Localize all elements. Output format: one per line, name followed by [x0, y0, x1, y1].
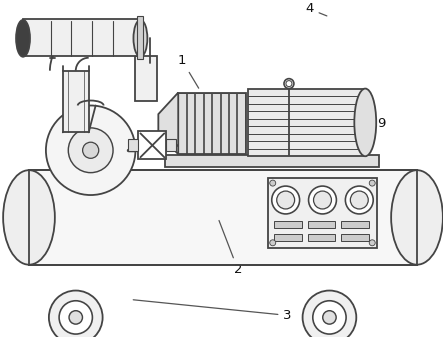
- Bar: [138, 16, 143, 59]
- Circle shape: [83, 142, 99, 158]
- Circle shape: [286, 81, 292, 87]
- Circle shape: [46, 105, 135, 195]
- Circle shape: [302, 291, 356, 338]
- Bar: [139, 131, 166, 159]
- Bar: [29, 170, 417, 265]
- Ellipse shape: [16, 20, 30, 57]
- Circle shape: [59, 301, 92, 334]
- Circle shape: [369, 240, 375, 246]
- Ellipse shape: [134, 20, 147, 57]
- Ellipse shape: [354, 89, 376, 156]
- Circle shape: [323, 311, 336, 324]
- Circle shape: [270, 180, 276, 186]
- Bar: [229, 93, 236, 154]
- Circle shape: [272, 186, 300, 214]
- Circle shape: [309, 186, 337, 214]
- Bar: [268, 178, 377, 248]
- Bar: [204, 93, 211, 154]
- Circle shape: [68, 128, 113, 173]
- Bar: [195, 93, 202, 154]
- Bar: [178, 93, 186, 154]
- Bar: [186, 93, 194, 154]
- Bar: [166, 139, 176, 151]
- Bar: [341, 221, 369, 228]
- Circle shape: [313, 301, 346, 334]
- Circle shape: [345, 186, 373, 214]
- Bar: [308, 234, 335, 241]
- Bar: [23, 19, 140, 56]
- Bar: [128, 139, 139, 151]
- Text: 4: 4: [305, 2, 327, 16]
- Bar: [274, 234, 301, 241]
- Circle shape: [270, 240, 276, 246]
- Text: 1: 1: [178, 54, 198, 88]
- Text: 2: 2: [219, 220, 242, 276]
- Text: 8: 8: [340, 140, 361, 155]
- Bar: [212, 93, 219, 154]
- Bar: [178, 93, 246, 154]
- Circle shape: [69, 311, 83, 324]
- Text: 7: 7: [297, 127, 324, 149]
- Bar: [63, 71, 89, 132]
- Bar: [135, 56, 157, 100]
- Circle shape: [277, 191, 295, 209]
- Bar: [248, 89, 365, 156]
- Circle shape: [49, 291, 103, 338]
- Bar: [308, 221, 335, 228]
- Text: 3: 3: [133, 300, 292, 322]
- Bar: [341, 234, 369, 241]
- Bar: [238, 93, 245, 154]
- Circle shape: [313, 191, 331, 209]
- Bar: [165, 155, 379, 167]
- Bar: [221, 93, 228, 154]
- Text: 9: 9: [360, 117, 385, 130]
- Circle shape: [369, 180, 375, 186]
- Circle shape: [350, 191, 368, 209]
- Bar: [29, 170, 417, 265]
- Circle shape: [284, 79, 294, 89]
- Polygon shape: [159, 93, 178, 154]
- Ellipse shape: [3, 170, 55, 265]
- Ellipse shape: [391, 170, 443, 265]
- Bar: [274, 221, 301, 228]
